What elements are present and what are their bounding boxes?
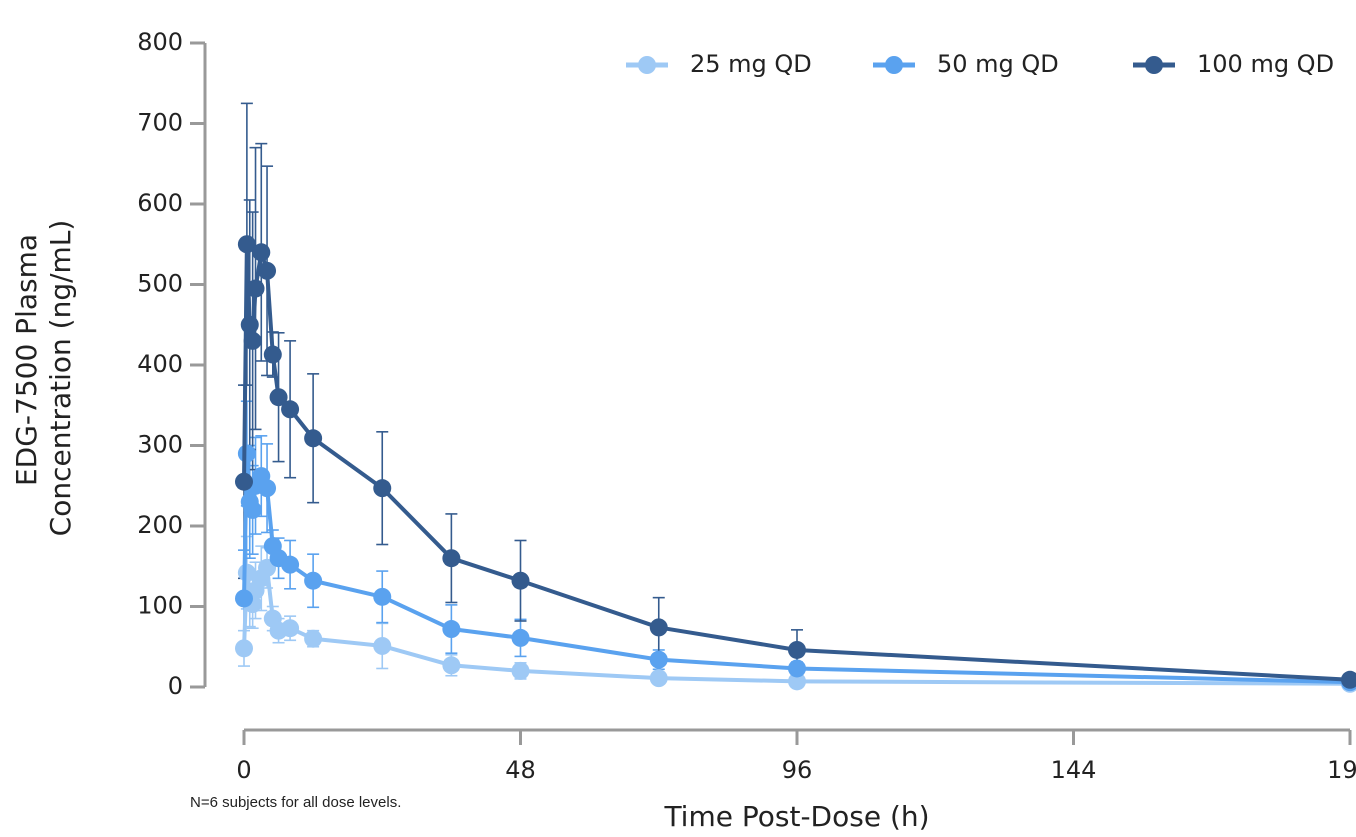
data-point [258, 261, 277, 280]
x-tick-label: 144 [1051, 756, 1097, 784]
data-point [1341, 670, 1356, 689]
data-point [281, 400, 300, 419]
data-point [263, 345, 282, 364]
y-tick-label: 300 [137, 431, 183, 459]
data-point [240, 315, 259, 334]
data-point [373, 636, 392, 655]
x-tick-label: 192 [1327, 756, 1356, 784]
data-point [304, 571, 323, 590]
data-point [511, 661, 530, 680]
legend-label: 50 mg QD [937, 50, 1059, 78]
y-tick-label: 800 [137, 28, 183, 56]
data-point [788, 672, 806, 691]
data-point [235, 639, 253, 658]
y-tick-label: 200 [137, 511, 183, 539]
data-point [788, 640, 806, 659]
data-point [269, 388, 288, 407]
y-axis-label: Concentration (ng/mL) [44, 220, 77, 537]
x-tick-label: 96 [782, 756, 813, 784]
data-point [788, 659, 806, 678]
data-point [649, 650, 668, 669]
y-tick-label: 600 [137, 189, 183, 217]
y-axis-label: EDG-7500 Plasma [10, 234, 43, 486]
data-point [246, 279, 265, 298]
data-point [511, 628, 530, 647]
data-point [243, 331, 262, 350]
data-point [235, 472, 253, 491]
x-axis-label: Time Post-Dose (h) [663, 800, 929, 833]
x-tick-label: 48 [505, 756, 536, 784]
y-tick-label: 100 [137, 592, 183, 620]
data-point [649, 669, 668, 688]
y-tick-label: 500 [137, 270, 183, 298]
data-point [442, 620, 461, 639]
data-point [442, 549, 461, 568]
legend-label: 25 mg QD [690, 50, 812, 78]
data-point [511, 571, 530, 590]
data-point [237, 444, 256, 463]
data-point [237, 235, 256, 254]
x-tick-label: 0 [236, 756, 251, 784]
y-tick-label: 700 [137, 109, 183, 137]
data-point [304, 429, 323, 448]
legend-label: 100 mg QD [1197, 50, 1334, 78]
data-point [243, 500, 262, 519]
data-point [281, 555, 300, 574]
legend-marker [638, 56, 656, 74]
data-point [235, 589, 253, 608]
data-point [649, 618, 668, 637]
y-tick-label: 0 [168, 672, 183, 700]
data-point [252, 243, 271, 262]
legend-marker [885, 56, 903, 74]
legend-marker [1145, 56, 1163, 74]
data-point [304, 629, 323, 648]
data-point [373, 587, 392, 606]
data-point [442, 656, 461, 675]
series-line [242, 242, 1351, 682]
data-point [373, 479, 392, 498]
data-point [258, 479, 277, 498]
data-point [281, 619, 300, 638]
y-tick-label: 400 [137, 350, 183, 378]
annotation: N=6 subjects for all dose levels. [190, 794, 401, 811]
data-point [237, 563, 256, 582]
